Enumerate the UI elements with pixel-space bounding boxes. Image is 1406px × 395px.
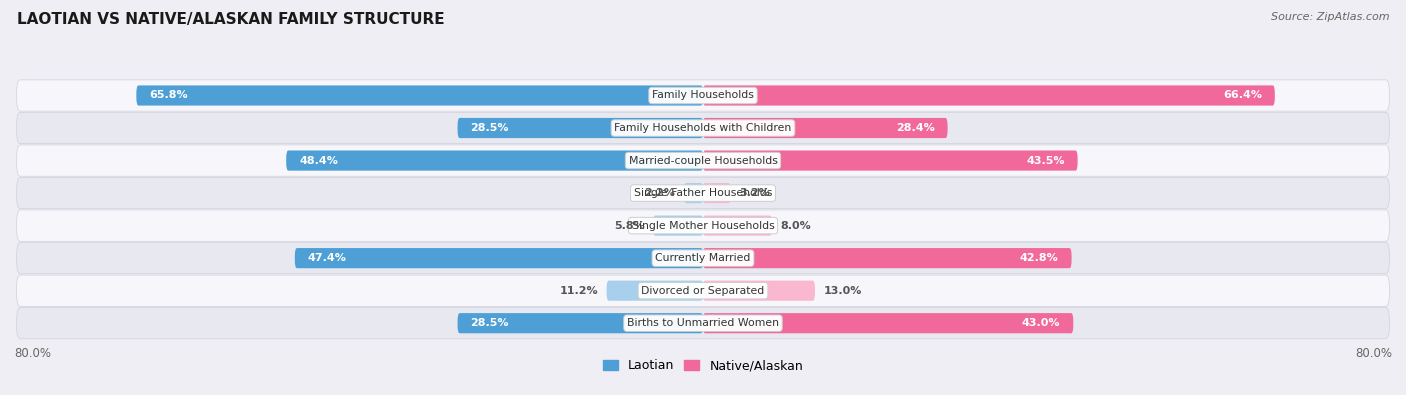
FancyBboxPatch shape (136, 85, 703, 105)
FancyBboxPatch shape (17, 145, 1389, 176)
FancyBboxPatch shape (17, 243, 1389, 274)
Text: Births to Unmarried Women: Births to Unmarried Women (627, 318, 779, 328)
Text: 28.5%: 28.5% (471, 318, 509, 328)
Text: Family Households with Children: Family Households with Children (614, 123, 792, 133)
FancyBboxPatch shape (703, 280, 815, 301)
FancyBboxPatch shape (17, 80, 1389, 111)
FancyBboxPatch shape (17, 275, 1389, 306)
FancyBboxPatch shape (703, 248, 1071, 268)
FancyBboxPatch shape (457, 118, 703, 138)
FancyBboxPatch shape (17, 210, 1389, 241)
Text: 80.0%: 80.0% (14, 347, 51, 359)
Text: Single Father Households: Single Father Households (634, 188, 772, 198)
Text: Divorced or Separated: Divorced or Separated (641, 286, 765, 296)
FancyBboxPatch shape (703, 313, 1073, 333)
Text: 43.5%: 43.5% (1026, 156, 1064, 166)
Text: 13.0%: 13.0% (824, 286, 862, 296)
Text: 65.8%: 65.8% (149, 90, 188, 100)
Text: Single Mother Households: Single Mother Households (631, 221, 775, 231)
Text: LAOTIAN VS NATIVE/ALASKAN FAMILY STRUCTURE: LAOTIAN VS NATIVE/ALASKAN FAMILY STRUCTU… (17, 12, 444, 27)
Text: 80.0%: 80.0% (1355, 347, 1392, 359)
Text: 11.2%: 11.2% (560, 286, 598, 296)
FancyBboxPatch shape (295, 248, 703, 268)
Text: 47.4%: 47.4% (308, 253, 347, 263)
FancyBboxPatch shape (17, 308, 1389, 339)
Text: 28.5%: 28.5% (471, 123, 509, 133)
FancyBboxPatch shape (606, 280, 703, 301)
FancyBboxPatch shape (703, 216, 772, 236)
Text: 43.0%: 43.0% (1022, 318, 1060, 328)
FancyBboxPatch shape (703, 85, 1275, 105)
Text: 28.4%: 28.4% (896, 123, 935, 133)
Text: 66.4%: 66.4% (1223, 90, 1263, 100)
Text: 3.2%: 3.2% (740, 188, 770, 198)
FancyBboxPatch shape (703, 150, 1077, 171)
FancyBboxPatch shape (652, 216, 703, 236)
Legend: Laotian, Native/Alaskan: Laotian, Native/Alaskan (598, 354, 808, 377)
Text: Currently Married: Currently Married (655, 253, 751, 263)
Text: 2.2%: 2.2% (644, 188, 675, 198)
Text: Source: ZipAtlas.com: Source: ZipAtlas.com (1271, 12, 1389, 22)
FancyBboxPatch shape (17, 177, 1389, 209)
FancyBboxPatch shape (287, 150, 703, 171)
Text: Married-couple Households: Married-couple Households (628, 156, 778, 166)
FancyBboxPatch shape (703, 183, 731, 203)
FancyBboxPatch shape (17, 113, 1389, 144)
Text: 42.8%: 42.8% (1019, 253, 1059, 263)
Text: 8.0%: 8.0% (780, 221, 811, 231)
FancyBboxPatch shape (457, 313, 703, 333)
FancyBboxPatch shape (703, 118, 948, 138)
Text: 5.8%: 5.8% (613, 221, 644, 231)
Text: 48.4%: 48.4% (299, 156, 337, 166)
Text: Family Households: Family Households (652, 90, 754, 100)
FancyBboxPatch shape (685, 183, 703, 203)
